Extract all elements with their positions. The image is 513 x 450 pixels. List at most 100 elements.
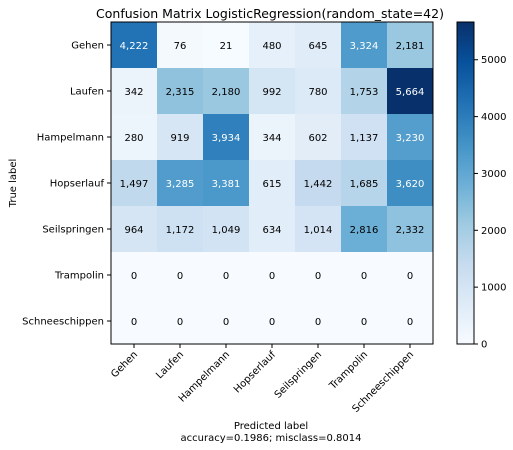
cell-value-label: 1,172 (166, 225, 195, 236)
heatmap-cell (295, 22, 342, 69)
cell-value-label: 992 (262, 87, 281, 98)
heatmap-cell (341, 114, 388, 161)
heatmap-cell (387, 252, 434, 299)
heatmap-cell (295, 114, 342, 161)
heatmap-cell (249, 160, 296, 207)
y-tick-label: Hampelmann (37, 133, 104, 144)
cell-value-label: 3,285 (166, 179, 195, 190)
y-tick-label: Trampolin (54, 271, 104, 282)
x-tick-label: Hopserlauf (232, 349, 278, 395)
colorbar-tick-label: 5000 (481, 55, 506, 66)
heatmap-cell (341, 68, 388, 115)
heatmap-cell (249, 252, 296, 299)
y-tick-label: Gehen (71, 41, 104, 52)
cell-value-label: 0 (269, 271, 275, 282)
heatmap-cell (157, 160, 204, 207)
heatmap-cell (387, 22, 434, 69)
cell-value-label: 0 (407, 271, 413, 282)
cell-value-label: 964 (124, 225, 143, 236)
y-tick-label: Laufen (70, 87, 104, 98)
colorbar-tick-label: 2000 (481, 226, 506, 237)
heatmap-cell (295, 298, 342, 345)
cell-value-label: 2,816 (350, 225, 379, 236)
heatmap-cell (295, 160, 342, 207)
heatmap-cell (249, 68, 296, 115)
cell-value-label: 1,014 (304, 225, 333, 236)
cell-value-label: 4,222 (120, 41, 149, 52)
cell-value-label: 0 (361, 317, 367, 328)
heatmap-cell (203, 160, 250, 207)
cell-value-label: 1,753 (350, 87, 379, 98)
cell-value-label: 0 (407, 317, 413, 328)
cell-value-label: 645 (308, 41, 327, 52)
heatmap-cell (111, 68, 158, 115)
heatmap-cell (341, 22, 388, 69)
cell-value-label: 3,381 (212, 179, 241, 190)
cell-value-label: 0 (315, 317, 321, 328)
heatmap-cell (387, 298, 434, 345)
heatmap-cell (157, 22, 204, 69)
y-tick-label: Seilspringen (42, 225, 104, 236)
cell-value-label: 0 (177, 271, 183, 282)
chart-title: Confusion Matrix LogisticRegression(rand… (96, 6, 444, 21)
cell-value-label: 919 (170, 133, 189, 144)
heatmap-cell (341, 160, 388, 207)
heatmap-cell (111, 114, 158, 161)
heatmap-cell (157, 68, 204, 115)
y-tick-label: Schneeschippen (22, 317, 104, 328)
heatmap-cell-labels: 4,222 76 21 480 645 3,324 2,181 342 2,315 2,180 99… (120, 41, 425, 328)
colorbar-tick-label: 1000 (481, 283, 506, 294)
cell-value-label: 280 (124, 133, 143, 144)
x-tick-label: Gehen (109, 349, 140, 380)
heatmap-cell (387, 160, 434, 207)
cell-value-label: 1,049 (212, 225, 241, 236)
heatmap-cell (249, 22, 296, 69)
cell-value-label: 344 (262, 133, 281, 144)
colorbar-tick-label: 4000 (481, 112, 506, 123)
cell-value-label: 602 (308, 133, 327, 144)
cell-value-label: 0 (315, 271, 321, 282)
cell-value-label: 634 (262, 225, 281, 236)
cell-value-label: 1,442 (304, 179, 333, 190)
heatmap-cell (249, 114, 296, 161)
cell-value-label: 2,181 (396, 41, 425, 52)
cell-value-label: 0 (361, 271, 367, 282)
heatmap-cell (203, 114, 250, 161)
y-axis-ticks: Gehen Laufen Hampelmann Hopserlauf Seilsprin… (22, 41, 111, 328)
cell-value-label: 2,332 (396, 225, 425, 236)
cell-value-label: 1,137 (350, 133, 379, 144)
heatmap-cell (111, 206, 158, 253)
cell-value-label: 615 (262, 179, 281, 190)
cell-value-label: 21 (220, 41, 233, 52)
cell-value-label: 76 (174, 41, 187, 52)
cell-value-label: 0 (223, 271, 229, 282)
heatmap-cell (157, 252, 204, 299)
x-tick-label: Trampolin (327, 349, 370, 392)
cell-value-label: 5,664 (396, 87, 425, 98)
heatmap-cell (111, 22, 158, 69)
cell-value-label: 0 (131, 271, 137, 282)
heatmap-cells (111, 22, 434, 345)
heatmap-cell (203, 298, 250, 345)
x-tick-label: Seilspringen (273, 349, 324, 400)
heatmap-cell (341, 206, 388, 253)
heatmap-cell (295, 206, 342, 253)
cell-value-label: 2,180 (212, 87, 241, 98)
heatmap-cell (111, 160, 158, 207)
cell-value-label: 3,230 (396, 133, 425, 144)
cell-value-label: 1,497 (120, 179, 149, 190)
colorbar-tick-label: 0 (481, 340, 487, 351)
cell-value-label: 480 (262, 41, 281, 52)
heatmap-cell (203, 68, 250, 115)
heatmap-cell (341, 252, 388, 299)
cell-value-label: 0 (131, 317, 137, 328)
heatmap-cell (295, 68, 342, 115)
heatmap-cell (341, 298, 388, 345)
cell-value-label: 0 (223, 317, 229, 328)
x-axis-sublabel: accuracy=0.1986; misclass=0.8014 (181, 433, 362, 444)
cell-value-label: 2,315 (166, 87, 195, 98)
colorbar-tick-label: 3000 (481, 169, 506, 180)
heatmap-cell (249, 206, 296, 253)
heatmap-cell (157, 114, 204, 161)
